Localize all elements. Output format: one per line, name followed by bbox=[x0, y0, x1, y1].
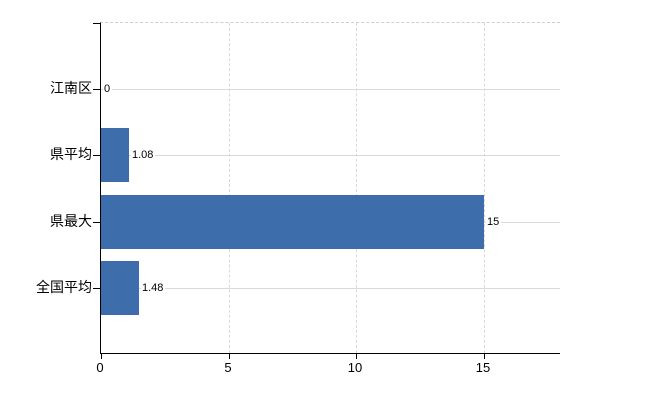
horizontal-gridline bbox=[101, 288, 560, 289]
bar-value-label: 0 bbox=[103, 82, 113, 96]
y-axis-tick bbox=[93, 288, 100, 289]
bar-value-label: 15 bbox=[486, 215, 502, 229]
x-axis-tick bbox=[229, 354, 230, 359]
bar bbox=[101, 128, 129, 182]
category-label: 県最大 bbox=[50, 213, 92, 229]
vertical-gridline bbox=[356, 23, 357, 353]
x-axis-tick bbox=[484, 354, 485, 359]
category-label: 江南区 bbox=[50, 80, 92, 96]
x-tick-label: 10 bbox=[347, 360, 363, 375]
x-axis-tick bbox=[356, 354, 357, 359]
bar-value-label: 1.08 bbox=[131, 148, 156, 162]
y-axis-tick bbox=[93, 89, 100, 90]
bar-value-label: 1.48 bbox=[141, 281, 166, 295]
x-tick-label: 5 bbox=[224, 360, 232, 375]
category-label: 全国平均 bbox=[36, 279, 92, 295]
vertical-gridline bbox=[229, 23, 230, 353]
y-axis-tick bbox=[93, 222, 100, 223]
x-tick-label: 15 bbox=[475, 360, 491, 375]
horizontal-gridline bbox=[101, 155, 560, 156]
x-axis-tick bbox=[101, 354, 102, 359]
plot-area: 0 1.08 15 1.48 bbox=[93, 22, 560, 359]
y-axis-tick bbox=[93, 23, 100, 24]
bar bbox=[101, 195, 484, 249]
x-tick-label: 0 bbox=[96, 360, 104, 375]
category-label: 県平均 bbox=[50, 146, 92, 162]
y-axis-tick bbox=[93, 155, 100, 156]
bar bbox=[101, 261, 139, 315]
horizontal-gridline bbox=[101, 89, 560, 90]
vertical-gridline bbox=[484, 23, 485, 353]
